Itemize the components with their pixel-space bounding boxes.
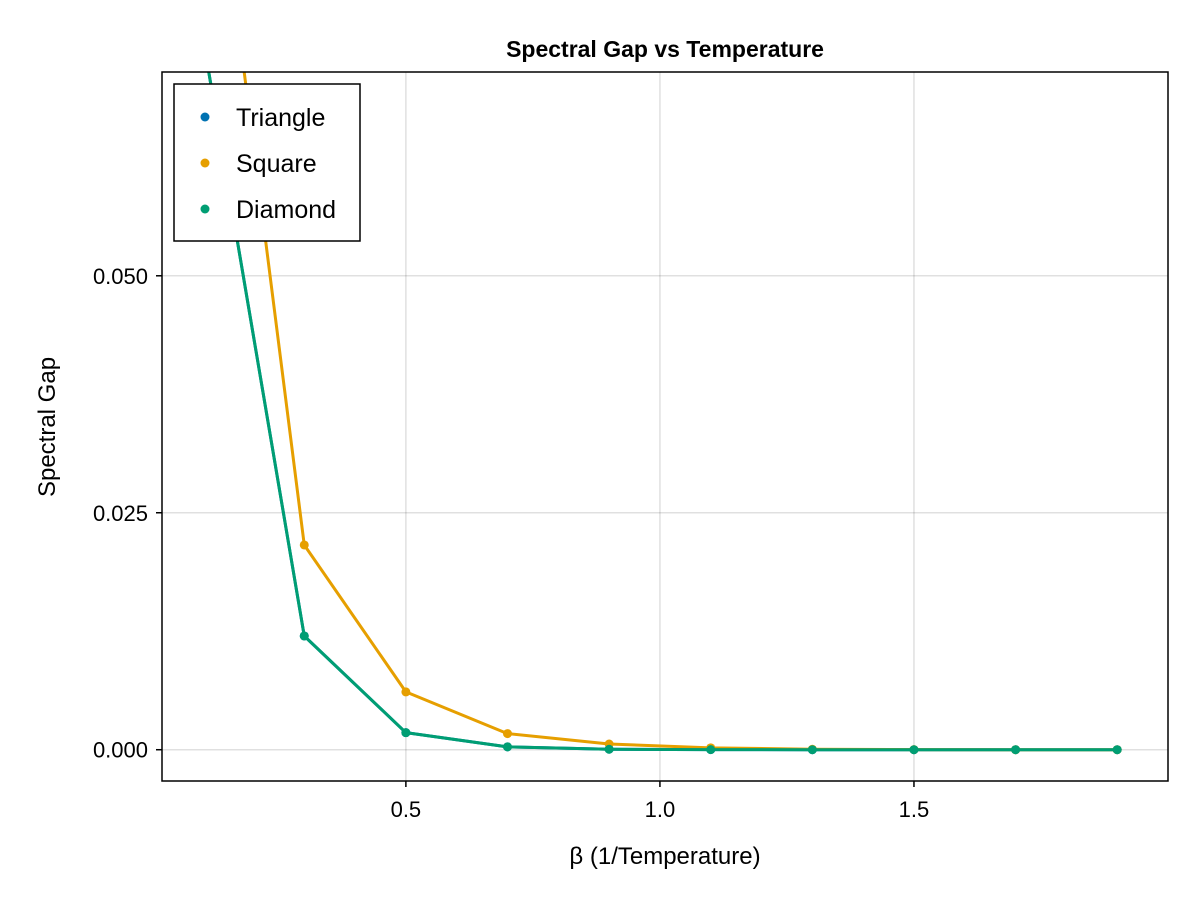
series-line-diamond — [207, 72, 1118, 752]
data-point-diamond — [1112, 745, 1122, 755]
data-point-diamond — [299, 631, 309, 641]
data-point-diamond — [604, 744, 614, 754]
x-tick-label: 1.0 — [645, 797, 676, 822]
chart-title: Spectral Gap vs Temperature — [506, 36, 824, 62]
y-tick-label: 0.050 — [93, 264, 148, 289]
y-tick-label: 0.000 — [93, 738, 148, 763]
x-axis-label: β (1/Temperature) — [569, 843, 760, 870]
legend-label-triangle: Triangle — [236, 104, 325, 132]
y-axis-label: Spectral Gap — [34, 357, 61, 497]
x-tick-label: 1.5 — [899, 797, 930, 822]
legend-marker-diamond — [200, 204, 210, 214]
y-tick-label: 0.025 — [93, 501, 148, 526]
data-point-diamond — [401, 728, 411, 738]
series-layer — [207, 72, 1122, 755]
legend-marker-square — [200, 158, 210, 168]
data-point-square — [401, 687, 411, 697]
data-point-square — [502, 729, 512, 739]
ticks: 0.5 1.0 1.5 0.000 0.025 0.050 — [93, 264, 929, 822]
plot-frame — [161, 71, 1169, 782]
data-point-diamond — [807, 745, 817, 755]
data-point-diamond — [502, 742, 512, 752]
x-tick-label: 0.5 — [391, 797, 422, 822]
legend: Triangle Square Diamond — [173, 83, 361, 242]
data-point-square — [299, 540, 309, 550]
legend-label-diamond: Diamond — [236, 196, 336, 224]
data-point-diamond — [706, 745, 716, 755]
legend-marker-triangle — [200, 112, 210, 122]
data-point-diamond — [1011, 745, 1021, 755]
data-point-diamond — [909, 745, 919, 755]
legend-label-square: Square — [236, 150, 317, 178]
